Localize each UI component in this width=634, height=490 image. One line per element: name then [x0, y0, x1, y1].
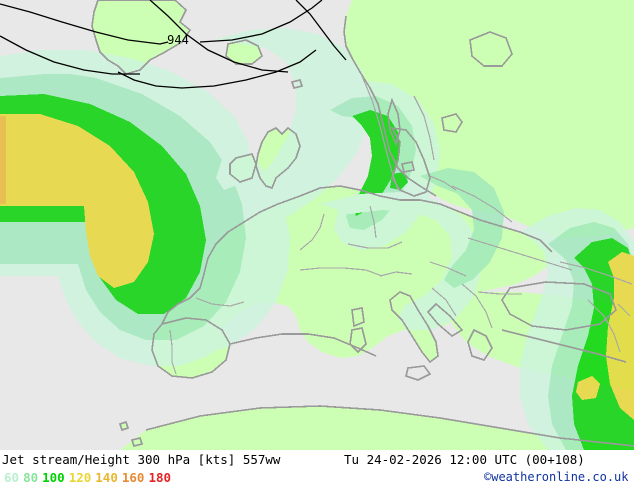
jet-band-60-carpathian	[420, 168, 504, 288]
contour-line-lower	[117, 49, 317, 89]
coast-mediterranean-north	[229, 333, 377, 357]
coast-gulf-of-bothnia	[387, 97, 401, 147]
jet-band-100-scandinavia	[352, 110, 400, 216]
contour-line-far-right	[295, 0, 347, 61]
coast-turkey	[501, 329, 627, 363]
land-north-africa	[120, 406, 634, 450]
map-footer: Jet stream/Height 300 hPa [kts] 557ww Tu…	[0, 450, 634, 490]
country-border-layer	[169, 75, 633, 375]
jetstream-speed-layer	[0, 28, 634, 450]
border-turkey-east	[587, 299, 621, 353]
contour-label-944: 944	[167, 33, 189, 47]
coast-great-britain	[255, 126, 301, 189]
contour-line-944	[0, 3, 169, 45]
jet-band-140-atlantic	[0, 116, 6, 204]
coast-iceland	[225, 39, 263, 65]
jet-stream-speed-legend: 60 80 100 120 140 160 180	[4, 470, 171, 485]
jet-band-120-atlantic	[0, 114, 154, 288]
border-balkan-2	[461, 283, 493, 329]
coast-baltic-sea	[390, 126, 431, 197]
map-canvas[interactable]: 944	[0, 0, 634, 450]
coast-north-africa	[145, 405, 634, 447]
border-baltic-states	[429, 175, 457, 191]
border-ukraine	[467, 237, 573, 271]
coast-greece	[467, 328, 493, 361]
border-portugal-spain	[169, 329, 177, 375]
contour-line-mid	[0, 35, 140, 75]
coast-azores-madeira	[118, 420, 130, 432]
border-romania-bulgaria	[477, 291, 522, 295]
coast-sicily	[405, 365, 432, 381]
jet-band-100-finland-patch	[390, 172, 408, 190]
contour-line-upper	[149, 0, 289, 73]
legend-item-60: 60	[4, 470, 20, 485]
map-graphic: 944	[0, 0, 634, 450]
coast-ireland	[229, 153, 257, 183]
coast-lake-vanern	[401, 161, 415, 173]
legend-item-180: 180	[148, 470, 172, 485]
border-caucasus	[617, 303, 631, 317]
border-france-spain	[195, 297, 245, 307]
coast-black-sea	[501, 281, 617, 331]
coast-white-sea	[469, 31, 513, 67]
contour-line-944-right	[199, 0, 323, 43]
coast-corsica	[351, 307, 365, 328]
jet-band-120-eastern	[606, 252, 634, 420]
contour-layer	[0, 0, 347, 89]
border-germany-poland	[369, 205, 377, 239]
coast-greenland	[91, 0, 192, 75]
coast-adriatic	[426, 302, 464, 337]
contour-label-group: 944	[167, 33, 189, 47]
land-iceland	[226, 40, 262, 64]
coast-faroe	[290, 79, 304, 89]
land-greenland	[92, 0, 190, 74]
border-russia-south	[559, 261, 633, 285]
legend-item-160: 160	[121, 470, 145, 485]
coast-canary-islands	[130, 437, 144, 447]
coast-sardinia	[349, 327, 367, 354]
border-sweden-norway	[361, 75, 399, 191]
jet-band-60-greenland-sea	[0, 50, 250, 190]
jet-band-120-eastern-patch	[576, 376, 600, 400]
valid-time-label: Tu 24-02-2026 12:00 UTC (00+108)	[344, 452, 585, 467]
legend-item-80: 80	[23, 470, 39, 485]
coast-italy	[389, 291, 439, 364]
coast-lake-ladoga	[441, 113, 463, 133]
border-hungary-romania	[429, 261, 467, 277]
border-poland-czech	[347, 241, 403, 249]
border-france-germany	[299, 213, 325, 251]
copyright-label: ©weatheronline.co.uk	[484, 470, 629, 484]
border-belarus-russia	[451, 185, 513, 223]
legend-item-120: 120	[68, 470, 92, 485]
coast-continental-europe	[299, 185, 553, 253]
coastline-layer	[91, 0, 634, 447]
legend-item-100: 100	[42, 470, 65, 485]
border-finland-russia	[413, 95, 435, 161]
legend-item-140: 140	[95, 470, 118, 485]
border-alps	[299, 267, 383, 277]
map-title: Jet stream/Height 300 hPa [kts] 557ww	[2, 452, 281, 467]
border-italy-austria	[379, 271, 413, 277]
coast-norway	[343, 15, 437, 197]
border-balkan-1	[431, 287, 457, 317]
